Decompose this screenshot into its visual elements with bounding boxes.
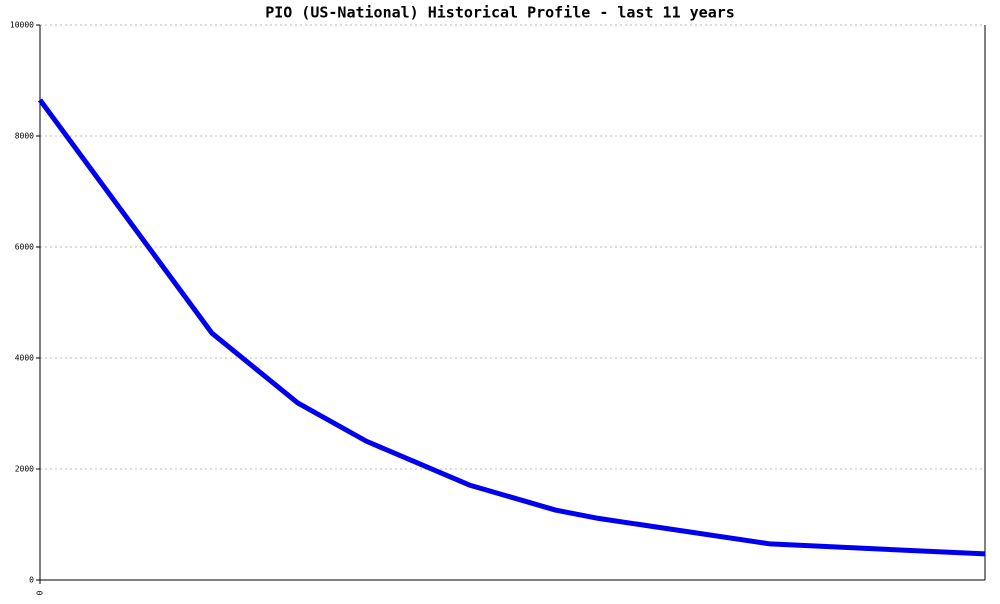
y-tick-label: 6000 [15,243,34,252]
y-tick-label: 8000 [15,132,34,141]
y-tick-label: 0 [29,576,34,585]
chart-title: PIO (US-National) Historical Profile - l… [265,4,735,22]
data-line [37,98,986,557]
y-tick-label: 10000 [10,21,34,30]
y-tick-label: 2000 [15,465,34,474]
x-tick-label: 0 [36,590,45,595]
y-tick-label: 4000 [15,354,34,363]
